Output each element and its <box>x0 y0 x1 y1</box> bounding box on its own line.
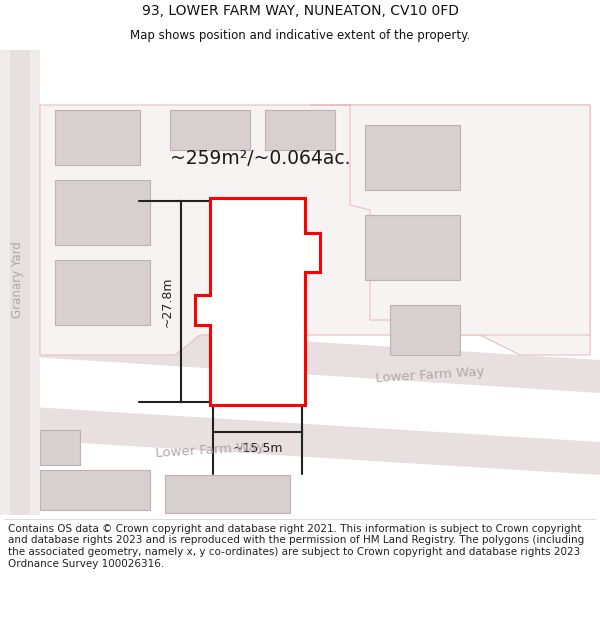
Text: Granary Yard: Granary Yard <box>11 241 25 318</box>
Text: ~259m²/~0.064ac.: ~259m²/~0.064ac. <box>170 149 350 168</box>
Bar <box>365 215 460 280</box>
Text: ~15.5m: ~15.5m <box>232 441 283 454</box>
Bar <box>55 260 150 325</box>
Bar <box>55 110 140 165</box>
Polygon shape <box>0 50 40 515</box>
Bar <box>170 110 250 150</box>
Bar <box>265 110 335 150</box>
Polygon shape <box>0 405 600 475</box>
Text: Lower Farm Way: Lower Farm Way <box>155 440 265 460</box>
Bar <box>390 305 460 355</box>
Polygon shape <box>195 198 320 405</box>
Polygon shape <box>310 105 590 335</box>
Text: 93, LOWER FARM WAY, NUNEATON, CV10 0FD: 93, LOWER FARM WAY, NUNEATON, CV10 0FD <box>142 4 458 18</box>
Bar <box>40 470 150 510</box>
Bar <box>40 430 80 465</box>
Text: Map shows position and indicative extent of the property.: Map shows position and indicative extent… <box>130 29 470 42</box>
Text: Lower Farm Way: Lower Farm Way <box>375 365 485 385</box>
Bar <box>165 475 290 513</box>
Text: Contains OS data © Crown copyright and database right 2021. This information is : Contains OS data © Crown copyright and d… <box>8 524 584 569</box>
Bar <box>365 125 460 190</box>
Polygon shape <box>0 322 600 393</box>
Text: ~27.8m: ~27.8m <box>161 276 173 327</box>
Polygon shape <box>40 105 590 355</box>
Polygon shape <box>10 50 30 515</box>
Bar <box>55 180 150 245</box>
Text: 93: 93 <box>258 318 286 338</box>
